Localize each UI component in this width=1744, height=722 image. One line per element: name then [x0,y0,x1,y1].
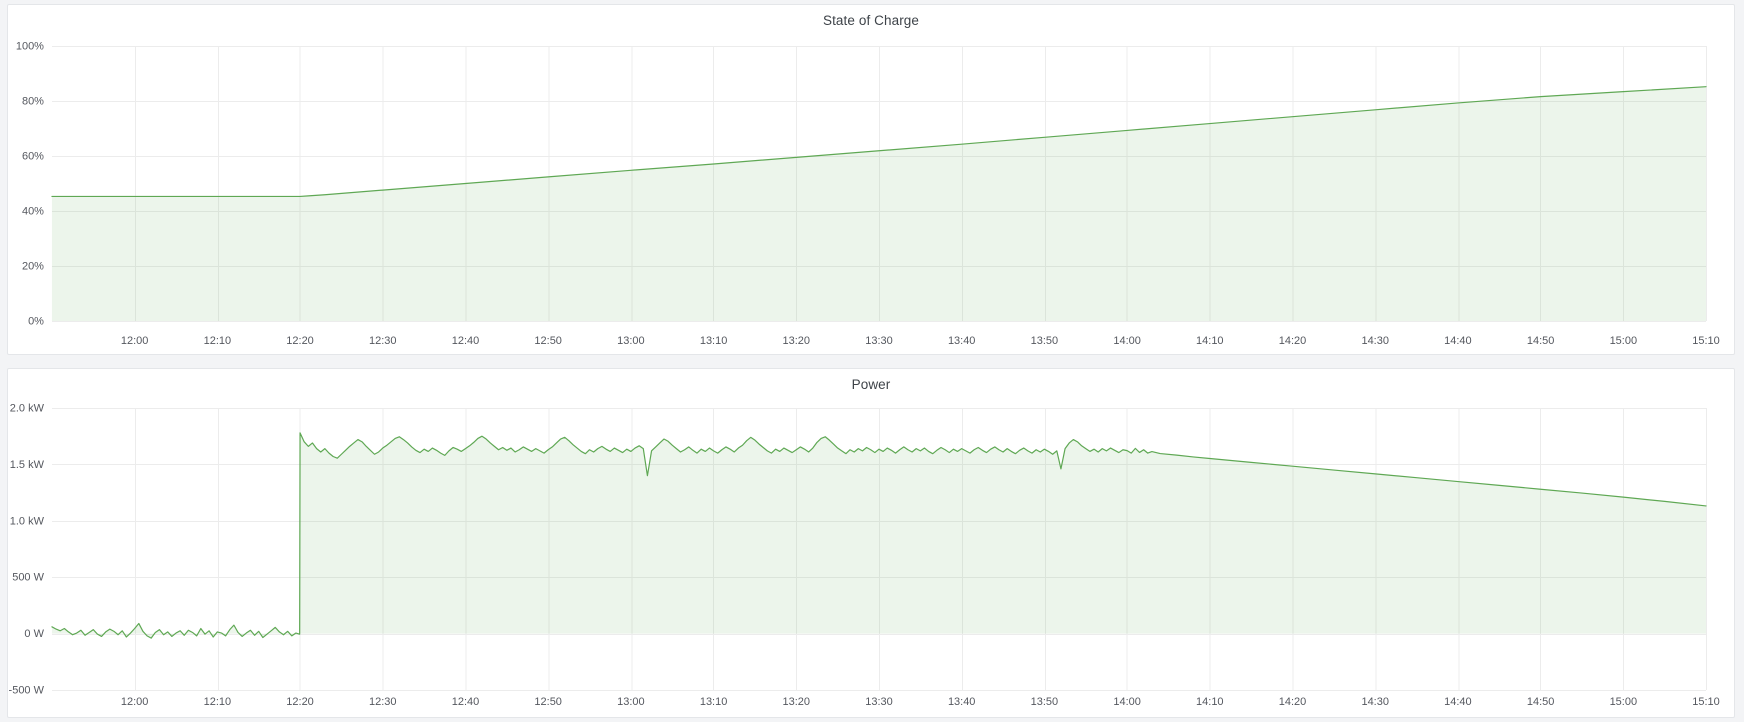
x-tick-label: 12:00 [121,335,148,347]
x-tick-label: 14:00 [1113,335,1140,347]
y-tick-label: 0 W [24,628,44,640]
x-tick-label: 14:40 [1444,335,1471,347]
x-tick-label: 12:00 [121,696,148,708]
x-tick-label: 14:20 [1279,696,1306,708]
x-tick-label: 15:10 [1692,696,1719,708]
x-tick-label: 14:30 [1361,335,1388,347]
x-tick-label: 15:10 [1692,335,1719,347]
x-tick-label: 14:40 [1444,696,1471,708]
x-tick-label: 12:50 [534,335,561,347]
x-tick-label: 14:00 [1113,696,1140,708]
y-tick-label: 0% [28,315,44,327]
x-tick-label: 13:00 [617,335,644,347]
panel-header[interactable]: State of Charge [8,5,1734,35]
x-tick-label: 13:00 [617,696,644,708]
x-tick-label: 13:50 [1031,696,1058,708]
x-tick-label: 12:30 [369,696,396,708]
x-tick-label: 13:40 [948,696,975,708]
series-area [51,86,1707,321]
series-area [51,432,1707,639]
x-tick-label: 13:20 [783,335,810,347]
grid [51,46,1708,322]
y-tick-label: 60% [22,150,44,162]
power-chart[interactable]: 12:00 12:10 12:20 12:30 12:40 12:50 13:00 13:10… [8,369,1734,717]
panel-power: Power 12:00 12:10 12:20 12:30 12:40 12:50 13:0… [7,368,1735,718]
x-tick-label: 12:30 [369,335,396,347]
series-line [51,432,1707,639]
x-tick-label: 12:40 [452,335,479,347]
x-tick-label: 14:10 [1196,696,1223,708]
y-tick-label: 2.0 kW [10,402,45,414]
panel-title[interactable]: State of Charge [822,12,920,28]
panel-title[interactable]: Power [851,376,891,392]
y-tick-label: 1.5 kW [10,459,45,471]
y-tick-label: 100% [16,40,44,52]
x-tick-label: 14:10 [1196,335,1223,347]
y-tick-label: 1.0 kW [10,515,45,527]
x-tick-label: 15:00 [1610,696,1637,708]
x-tick-label: 13:20 [783,696,810,708]
x-tick-label: 12:10 [204,335,231,347]
series-line [51,86,1707,198]
x-tick-label: 12:20 [286,696,313,708]
x-tick-label: 13:30 [865,335,892,347]
x-tick-label: 12:50 [534,696,561,708]
x-tick-label: 12:40 [452,696,479,708]
x-tick-label: 13:30 [865,696,892,708]
x-tick-label: 13:40 [948,335,975,347]
x-tick-label: 13:10 [700,696,727,708]
y-tick-label: 80% [22,95,44,107]
y-tick-label: 500 W [12,572,44,584]
panel-header[interactable]: Power [8,369,1734,399]
state-of-charge-chart[interactable]: 12:00 12:10 12:20 12:30 12:40 12:50 13:00 13:10… [8,5,1734,354]
x-tick-label: 14:30 [1361,696,1388,708]
x-tick-label: 13:50 [1031,335,1058,347]
x-tick-label: 12:10 [204,696,231,708]
x-tick-label: 14:50 [1527,696,1554,708]
x-tick-label: 12:20 [286,335,313,347]
x-tick-label: 14:50 [1527,335,1554,347]
x-tick-label: 14:20 [1279,335,1306,347]
y-tick-label: 40% [22,205,44,217]
y-tick-label: 20% [22,260,44,272]
x-tick-label: 15:00 [1610,335,1637,347]
panel-state-of-charge: State of Charge 12:00 12:10 12:20 12:30 12:4… [7,4,1735,355]
x-tick-label: 13:10 [700,335,727,347]
y-tick-label: -500 W [9,684,45,696]
grid [51,408,1708,691]
